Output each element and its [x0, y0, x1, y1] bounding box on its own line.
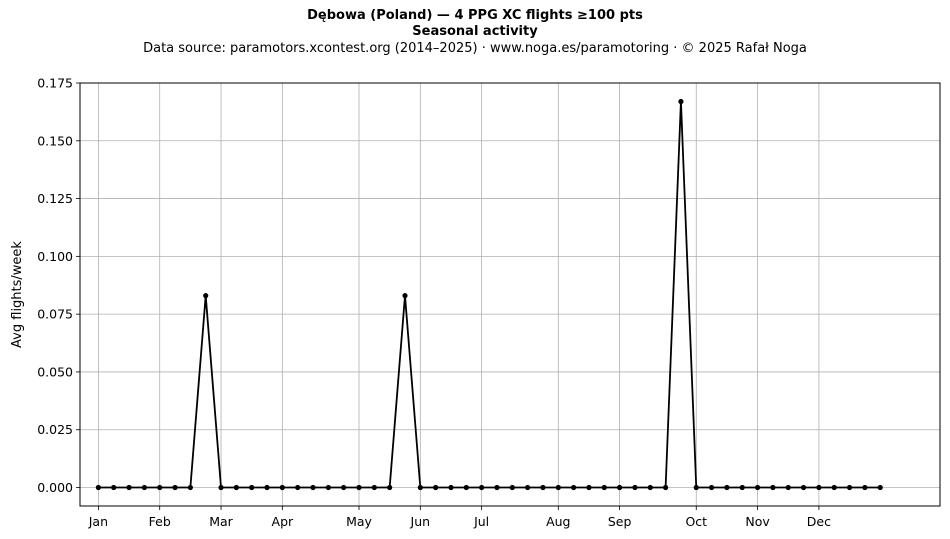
data-point: [724, 484, 730, 491]
y-tick-label: 0.075: [37, 307, 73, 322]
y-tick-label: 0.125: [37, 191, 73, 206]
x-tick-label: Dec: [807, 514, 831, 529]
data-point: [463, 484, 469, 491]
data-point: [617, 484, 623, 491]
data-point: [172, 484, 178, 491]
data-point: [187, 484, 193, 491]
data-point: [601, 484, 607, 491]
data-point: [341, 484, 347, 491]
data-point: [509, 484, 515, 491]
data-point: [233, 484, 239, 491]
y-axis-label: Avg flights/week: [10, 241, 25, 348]
data-point: [555, 484, 561, 491]
data-point: [525, 484, 531, 491]
data-point: [448, 484, 454, 491]
data-point: [708, 484, 715, 491]
data-point: [785, 484, 791, 491]
data-point: [647, 484, 653, 491]
y-tick-label: 0.175: [37, 76, 73, 91]
grid-lines: [80, 82, 940, 506]
y-tick-label: 0.100: [37, 249, 73, 264]
data-point: [800, 484, 807, 491]
y-tick-label: 0.025: [37, 422, 73, 437]
data-point: [678, 98, 684, 105]
data-point: [249, 484, 255, 491]
y-tick-label: 0.150: [37, 133, 73, 148]
data-point: [279, 484, 285, 491]
data-point: [770, 484, 776, 491]
data-point: [203, 293, 209, 299]
y-tick-label: 0.050: [37, 364, 73, 379]
data-point: [356, 484, 362, 491]
data-point: [111, 484, 117, 491]
data-point: [264, 484, 270, 491]
x-tick-label: Mar: [209, 514, 233, 529]
x-tick-label: Jul: [473, 514, 489, 529]
data-point: [295, 484, 301, 491]
data-point: [831, 484, 837, 491]
data-point: [571, 484, 577, 491]
data-point: [754, 484, 761, 491]
data-point: [218, 484, 224, 491]
data-point: [862, 484, 868, 491]
x-tick-label: Feb: [149, 514, 171, 529]
data-point: [95, 484, 101, 491]
series-layer: [95, 98, 883, 491]
chart-subtitle: Seasonal activity: [412, 24, 538, 39]
x-tick-label: Apr: [272, 514, 294, 529]
data-point: [479, 484, 485, 491]
data-point: [310, 484, 316, 491]
data-point: [846, 484, 853, 491]
data-point: [417, 484, 423, 491]
x-tick-label: Nov: [745, 514, 770, 529]
data-point: [157, 484, 163, 491]
x-tick-label: Aug: [546, 514, 570, 529]
plot-frame: [79, 82, 941, 507]
x-tick-label: Sep: [608, 514, 632, 529]
x-tick-label: Oct: [685, 514, 707, 529]
data-point: [632, 484, 638, 491]
data-point: [126, 484, 132, 491]
data-point: [816, 484, 822, 491]
data-point: [433, 484, 439, 491]
series-line: [98, 100, 881, 489]
data-point: [494, 484, 500, 491]
data-point: [693, 484, 699, 491]
data-point: [540, 484, 546, 491]
data-point: [877, 484, 883, 491]
x-tick-label: Jun: [410, 514, 431, 529]
data-point: [402, 293, 408, 299]
data-point: [662, 484, 669, 491]
title-block: Dębowa (Poland) — 4 PPG XC flights ≥100 …: [0, 8, 950, 58]
data-point: [371, 484, 377, 491]
y-axis: 0.000 0.025 0.050 0.075 0.100 0.125 0.150 0.175: [37, 76, 80, 495]
x-axis: Jan Feb Mar Apr May Jun Jul Aug Sep Oct Nov Dec: [88, 506, 831, 529]
data-point: [387, 484, 393, 491]
data-point: [141, 484, 147, 491]
data-point: [739, 484, 745, 491]
data-point: [586, 484, 592, 491]
chart-title: Dębowa (Poland) — 4 PPG XC flights ≥100 …: [307, 8, 643, 23]
x-tick-label: Jan: [88, 514, 108, 529]
y-tick-label: 0.000: [37, 480, 73, 495]
data-point: [325, 484, 331, 491]
x-tick-label: May: [346, 514, 372, 529]
source-line: Data source: paramotors.xcontest.org (20…: [143, 41, 807, 56]
